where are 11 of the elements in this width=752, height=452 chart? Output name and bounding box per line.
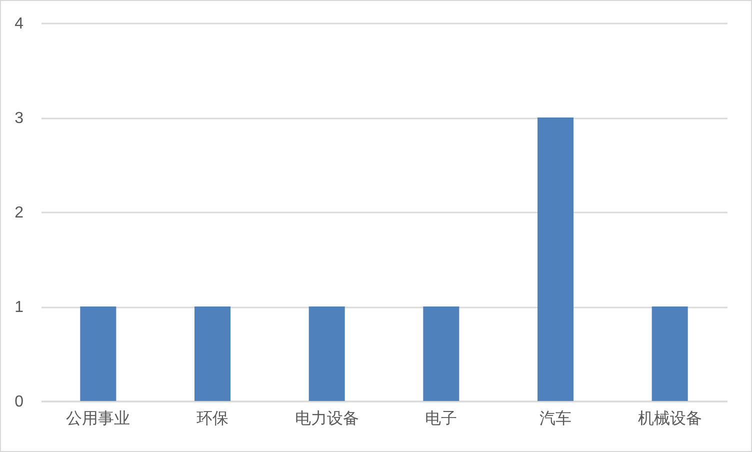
y-tick-label: 4	[14, 16, 24, 32]
y-tick-label: 3	[14, 110, 24, 127]
x-tick-label: 电子	[425, 410, 458, 428]
y-tick-label: 0	[14, 394, 24, 410]
y-tick-label: 1	[14, 299, 24, 316]
x-tick-label: 汽车	[540, 410, 572, 428]
x-tick-label: 机械设备	[638, 410, 702, 428]
x-tick-label: 电力设备	[294, 410, 359, 428]
x-tick-label: 环保	[196, 410, 228, 428]
x-tick-label: 公用事业	[66, 410, 130, 428]
y-tick-label: 2	[14, 204, 24, 222]
